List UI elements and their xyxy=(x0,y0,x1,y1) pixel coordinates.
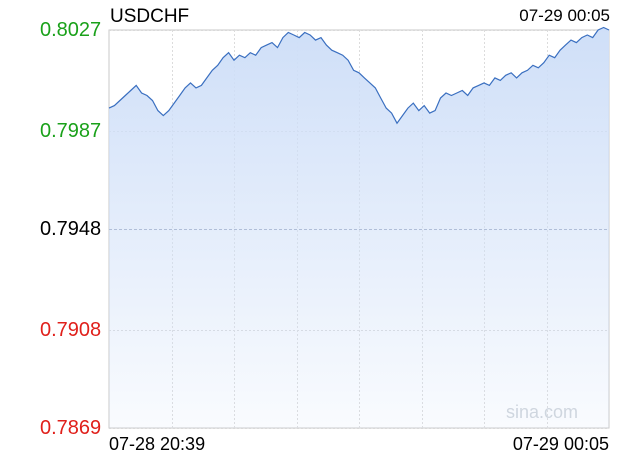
y-tick-label: 0.7987 xyxy=(40,120,102,142)
x-tick-label: 07-29 00:05 xyxy=(512,434,609,454)
y-tick-label: 0.8027 xyxy=(40,19,102,41)
series-layer xyxy=(108,26,610,428)
x-tick-label: 07-28 20:39 xyxy=(109,434,206,454)
y-tick-label: 0.7948 xyxy=(40,218,102,240)
y-tick-label: 0.7869 xyxy=(40,417,102,439)
chart-timestamp: 07-29 00:05 xyxy=(519,6,610,25)
series-area xyxy=(109,27,609,428)
series-line xyxy=(108,26,610,125)
y-tick-label: 0.7908 xyxy=(40,319,102,341)
chart-title: USDCHF xyxy=(110,6,190,27)
watermark: sina.com xyxy=(506,402,579,422)
